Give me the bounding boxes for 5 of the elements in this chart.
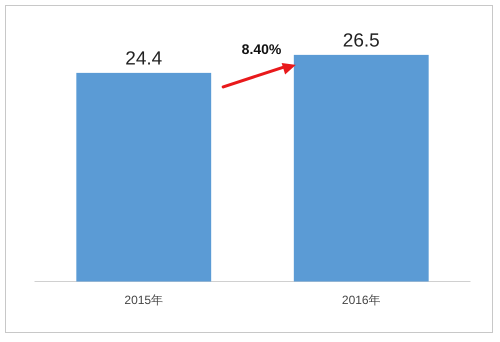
data-label: 24.4 — [125, 48, 163, 70]
data-label: 26.5 — [342, 30, 380, 52]
x-tick-label: 2016年 — [342, 293, 381, 308]
annotation: 8.40% — [242, 40, 282, 57]
x-tick-label: 2015年 — [124, 293, 164, 308]
